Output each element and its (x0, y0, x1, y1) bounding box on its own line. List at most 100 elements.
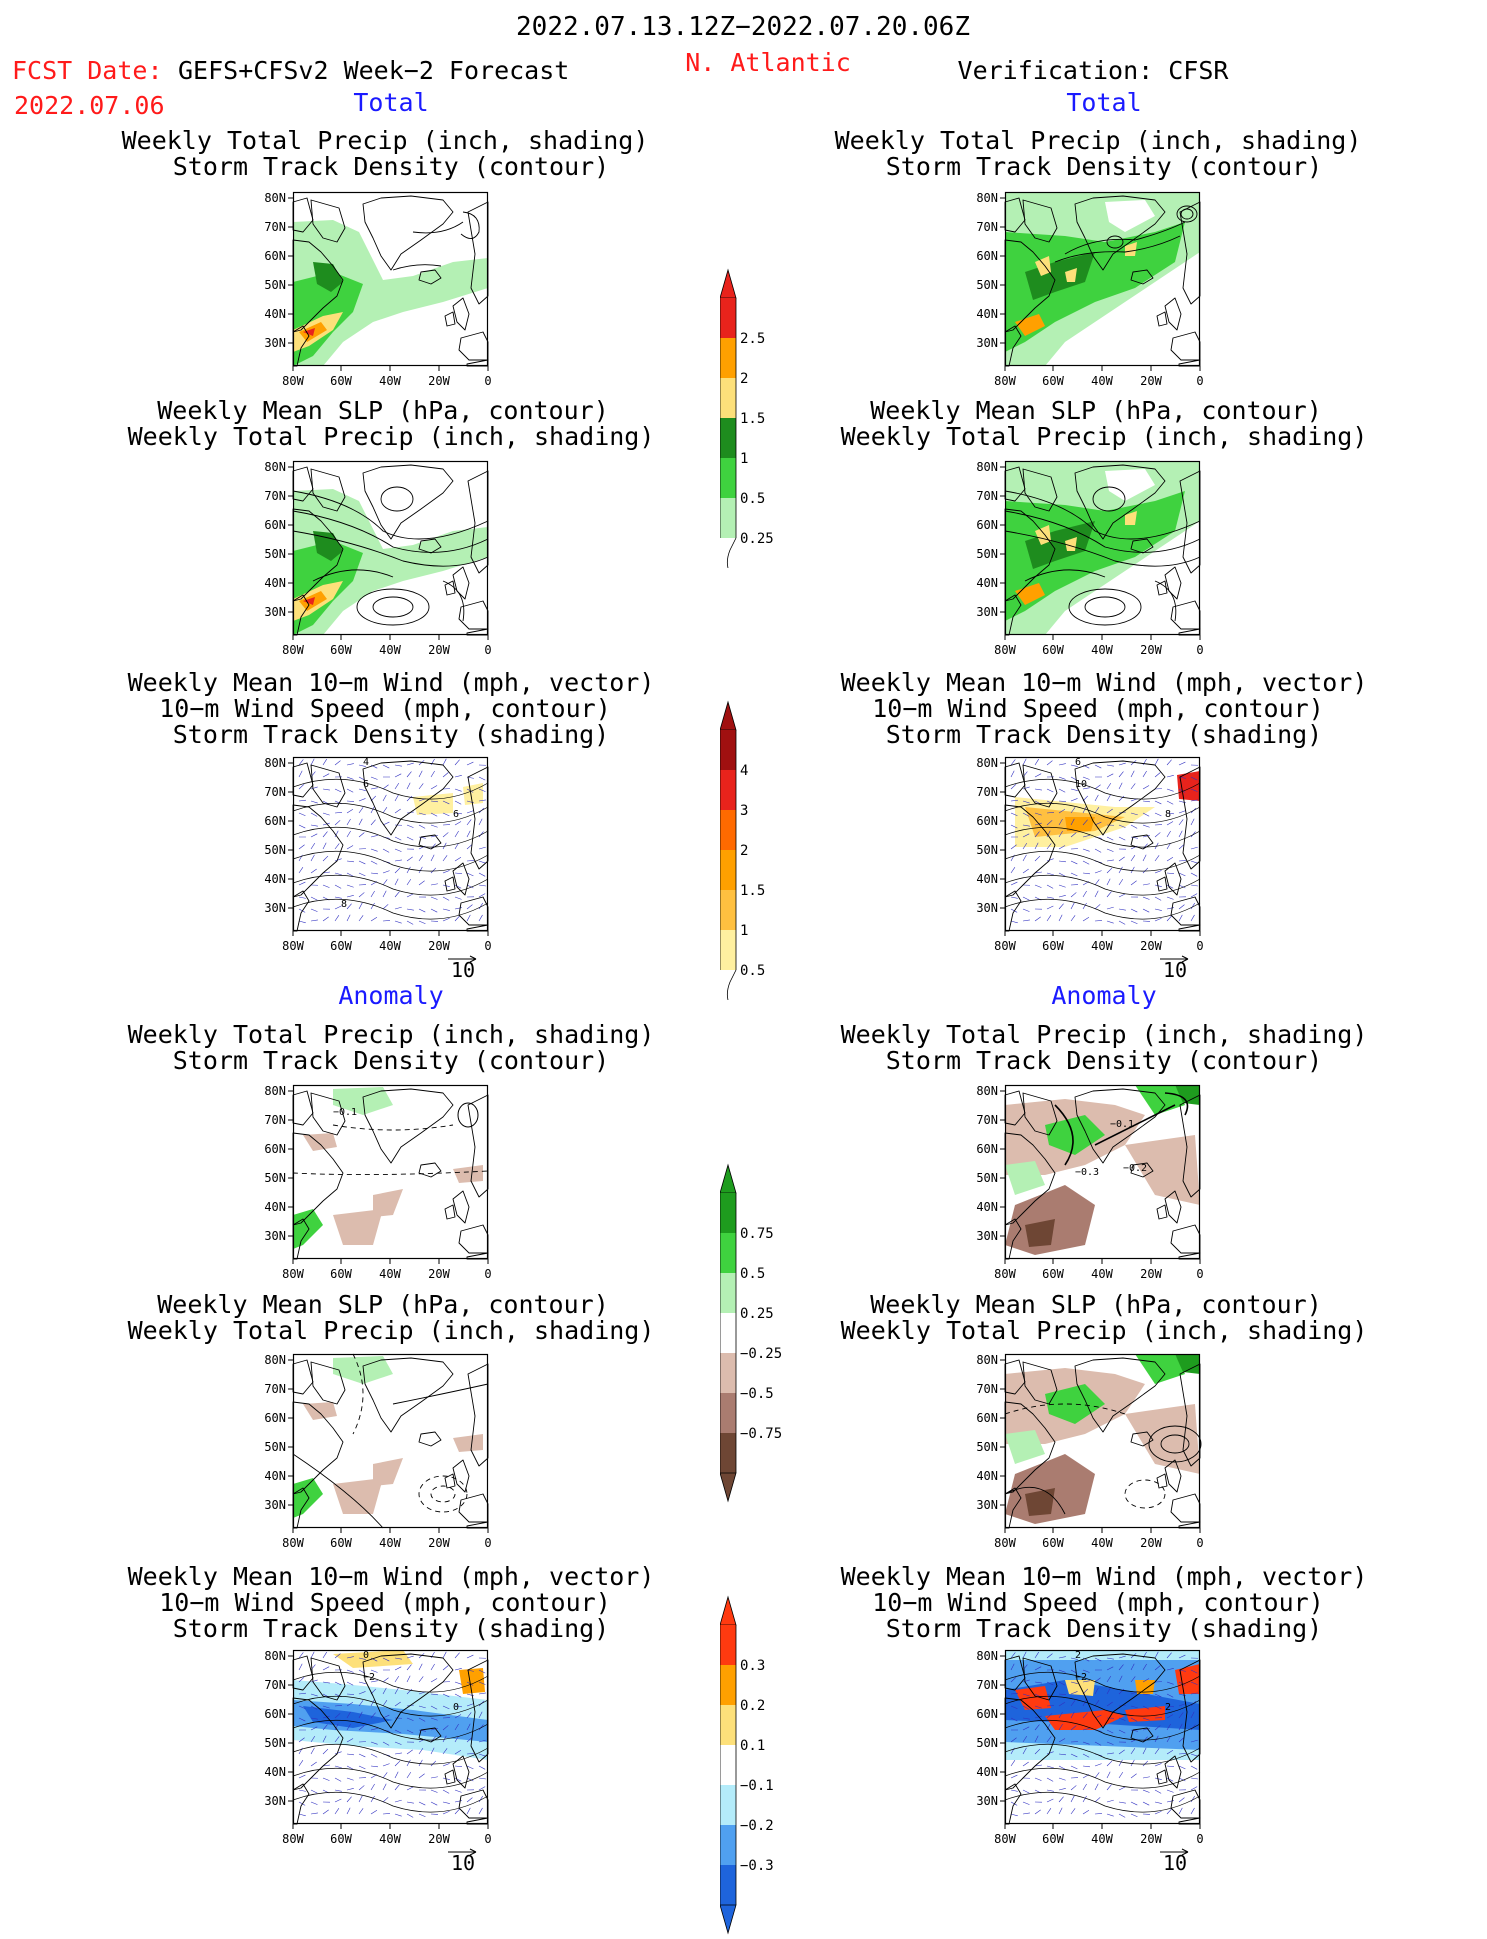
colorbar-segment (720, 1393, 736, 1433)
lon-label: 20W (1140, 939, 1162, 953)
lat-label: 70N (264, 1382, 286, 1396)
fcst-model: GEFS+CFSv2 Week−2 Forecast (178, 58, 569, 83)
lat-label: 70N (976, 489, 998, 503)
contour-value-label: 2 (1075, 1650, 1081, 1661)
colorbar-segment (720, 1233, 736, 1273)
colorbar-segment (720, 1785, 736, 1825)
colorbar-canvas: 2.521.510.50.25 (720, 268, 810, 568)
lat-label: 50N (264, 843, 286, 857)
colorbar-label: 2.5 (740, 331, 765, 347)
colorbar-segment (720, 1193, 736, 1233)
lon-label: 60W (1042, 374, 1064, 388)
lat-label: 40N (264, 576, 286, 590)
lon-label: 80W (282, 939, 304, 953)
colorbar-canvas: 0.30.20.1−0.1−0.2−0.3 (720, 1595, 810, 1935)
lat-label: 60N (264, 1707, 286, 1721)
colorbar-label: 4 (740, 763, 748, 779)
title-ob-anom-slp-1: Weekly Mean SLP (hPa, contour) (870, 1292, 1322, 1317)
lon-label: 20W (1140, 1832, 1162, 1846)
contour-value-label: 6 (1075, 757, 1081, 768)
lon-label: 80W (994, 1267, 1016, 1281)
lon-label: 0 (1196, 1267, 1203, 1281)
lat-label: 60N (976, 1707, 998, 1721)
title-fc-tot-wind-1: Weekly Mean 10−m Wind (mph, vector) (128, 670, 655, 695)
lat-label: 30N (976, 336, 998, 350)
lat-label: 50N (264, 1736, 286, 1750)
lon-label: 20W (428, 643, 450, 657)
lon-label: 80W (994, 643, 1016, 657)
lat-label: 30N (976, 1498, 998, 1512)
colorbar-label: −0.2 (740, 1818, 774, 1834)
lat-label: 80N (976, 460, 998, 474)
colorbar-segment (720, 1705, 736, 1745)
title-fc-tot-slp-2: Weekly Total Precip (inch, shading) (128, 424, 655, 449)
lat-label: 80N (264, 756, 286, 770)
lat-label: 70N (264, 489, 286, 503)
lat-label: 40N (264, 307, 286, 321)
colorbar-cap-bottom (720, 1905, 736, 1933)
vector-ref-label: 10 (451, 1851, 475, 1875)
colorbar-label: 0.3 (740, 1658, 765, 1674)
colorbar-segment (720, 1745, 736, 1785)
colorbar-segment (720, 930, 736, 970)
lat-label: 40N (976, 1469, 998, 1483)
colorbar-segment (720, 298, 736, 338)
lon-label: 40W (379, 643, 401, 657)
lat-label: 80N (976, 1353, 998, 1367)
contour-value-label: 8 (1165, 809, 1171, 820)
lat-label: 50N (264, 1440, 286, 1454)
title-fc-anom-wind-2: 10−m Wind Speed (mph, contour) (159, 1590, 611, 1615)
title-fc-anom-precip-2: Storm Track Density (contour) (173, 1048, 610, 1073)
title-fc-anom-slp-1: Weekly Mean SLP (hPa, contour) (157, 1292, 609, 1317)
title-fc-anom-slp-2: Weekly Total Precip (inch, shading) (128, 1318, 655, 1343)
section-anomaly-forecast: Anomaly (338, 983, 443, 1008)
colorbar-label: 3 (740, 803, 748, 819)
lat-label: 70N (264, 785, 286, 799)
lon-label: 80W (994, 939, 1016, 953)
colorbar-label: 1.5 (740, 411, 765, 427)
lon-label: 20W (428, 1267, 450, 1281)
colorbar-cap-top (720, 702, 736, 730)
contour-value-label: 0 (453, 1702, 459, 1713)
lat-label: 80N (976, 191, 998, 205)
colorbar-label: −0.3 (740, 1858, 774, 1874)
lat-label: 40N (976, 1765, 998, 1779)
colorbar-segment (720, 1825, 736, 1865)
lat-label: 30N (264, 1229, 286, 1243)
colorbar-cap-bottom (727, 970, 736, 1000)
title-fc-tot-slp-1: Weekly Mean SLP (hPa, contour) (157, 398, 609, 423)
lon-label: 0 (1196, 643, 1203, 657)
title-ob-tot-wind-2: 10−m Wind Speed (mph, contour) (872, 696, 1324, 721)
colorbar-cap-bottom (720, 1473, 736, 1501)
lat-label: 80N (976, 756, 998, 770)
colorbar-segment (720, 1865, 736, 1905)
lat-label: 50N (976, 547, 998, 561)
contour-value-label: 0 (363, 1650, 369, 1661)
colorbar-segment (720, 498, 736, 538)
title-fc-tot-wind-3: Storm Track Density (shading) (173, 722, 610, 747)
colorbar-segment (720, 1625, 736, 1665)
lon-label: 0 (1196, 1536, 1203, 1550)
fcst-date: 2022.07.06 (14, 93, 165, 118)
title-fc-anom-precip-1: Weekly Total Precip (inch, shading) (128, 1022, 655, 1047)
section-total-verification: Total (1066, 90, 1141, 115)
lon-label: 40W (1091, 939, 1113, 953)
lat-label: 60N (976, 1142, 998, 1156)
lon-label: 80W (282, 1832, 304, 1846)
colorbar-label: 0.5 (740, 1266, 765, 1282)
colorbar-label: 1.5 (740, 883, 765, 899)
lon-label: 20W (1140, 374, 1162, 388)
lat-label: 70N (264, 1113, 286, 1127)
lat-label: 50N (264, 278, 286, 292)
title-ob-tot-slp-2: Weekly Total Precip (inch, shading) (841, 424, 1368, 449)
lon-label: 40W (379, 374, 401, 388)
title-ob-tot-slp-1: Weekly Mean SLP (hPa, contour) (870, 398, 1322, 423)
